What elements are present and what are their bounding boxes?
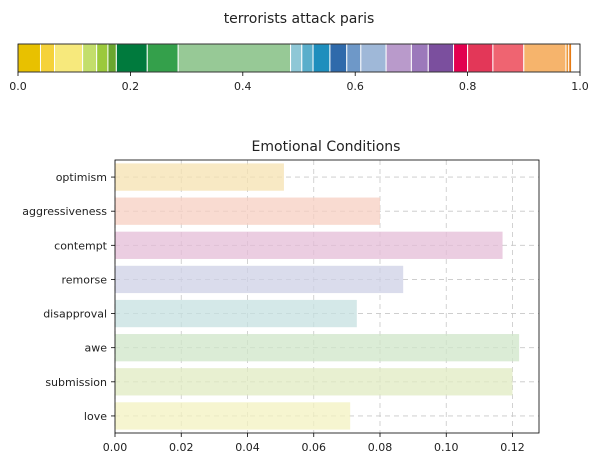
stacked-segment — [301, 43, 314, 73]
emotion-category-label: remorse — [61, 273, 107, 286]
emotion-x-axis: 0.00 0.02 0.04 0.06 0.08 0.10 0.12 — [103, 433, 525, 454]
stacked-segment — [290, 43, 303, 73]
emotion-bar — [115, 402, 351, 430]
stacked-plot-frame — [17, 43, 581, 73]
emotion-category-label: love — [84, 410, 107, 423]
stacked-segment — [146, 43, 179, 73]
stacked-segment — [177, 43, 292, 73]
emotion-bars — [115, 163, 520, 430]
stacked-segment — [107, 43, 117, 73]
stacked-chart-title: terrorists attack paris — [224, 11, 375, 27]
stacked-segment — [492, 43, 525, 73]
stacked-segment — [17, 43, 41, 73]
emotion-category-label: disapproval — [43, 308, 107, 321]
stacked-x-tick-label: 0.0 — [9, 80, 27, 93]
stacked-segment — [312, 43, 331, 73]
stacked-segment — [453, 43, 469, 73]
emotion-x-tick-label: 0.00 — [103, 441, 128, 454]
emotion-bar — [115, 368, 513, 396]
stacked-segment — [346, 43, 362, 73]
stacked-x-tick-label: 1.0 — [571, 80, 589, 93]
emotion-x-tick-label: 0.08 — [368, 441, 393, 454]
emotion-category-label: awe — [84, 342, 107, 355]
emotion-category-label: optimism — [56, 171, 107, 184]
stacked-x-axis: 0.0 0.2 0.4 0.6 0.8 1.0 — [9, 72, 589, 93]
stacked-segment — [115, 43, 148, 73]
emotion-category-label: submission — [45, 376, 107, 389]
stacked-x-tick-label: 0.8 — [459, 80, 477, 93]
emotion-category-label: contempt — [54, 239, 108, 252]
emotion-category-label: aggressiveness — [22, 205, 107, 218]
stacked-segment — [360, 43, 387, 73]
emotion-x-tick-label: 0.10 — [434, 441, 459, 454]
stacked-segment — [410, 43, 429, 73]
emotion-bar — [115, 265, 404, 294]
emotion-x-tick-label: 0.04 — [235, 441, 260, 454]
stacked-x-tick-label: 0.6 — [346, 80, 364, 93]
stacked-segment — [385, 43, 412, 73]
stacked-x-tick-label: 0.4 — [234, 80, 252, 93]
stacked-segment — [467, 43, 494, 73]
emotion-chart-title: Emotional Conditions — [252, 139, 401, 155]
emotion-y-axis: optimism aggressiveness contempt remorse dis… — [22, 171, 115, 423]
emotion-plot-frame — [114, 159, 540, 434]
stacked-bar-chart: terrorists attack paris 0.0 0.2 0.4 0.6 0.8 1… — [9, 11, 589, 93]
stacked-segment — [523, 43, 567, 73]
emotion-x-tick-label: 0.06 — [302, 441, 327, 454]
stacked-segment — [96, 43, 109, 73]
stacked-segment — [82, 43, 98, 73]
stacked-segment — [54, 43, 84, 73]
stacked-segments — [17, 43, 573, 73]
emotion-bar — [115, 197, 380, 225]
emotion-x-tick-label: 0.12 — [500, 441, 525, 454]
emotion-x-tick-label: 0.02 — [169, 441, 194, 454]
emotion-bar — [115, 334, 520, 362]
emotion-bar — [115, 163, 284, 191]
stacked-x-tick-label: 0.2 — [122, 80, 140, 93]
emotion-bar — [115, 299, 357, 328]
stacked-segment — [427, 43, 455, 73]
stacked-segment — [329, 43, 348, 73]
stacked-segment — [568, 43, 573, 73]
stacked-segment — [39, 43, 56, 73]
emotion-bar — [115, 231, 503, 259]
emotional-conditions-chart: Emotional Conditions optimism aggressiven… — [22, 139, 540, 454]
